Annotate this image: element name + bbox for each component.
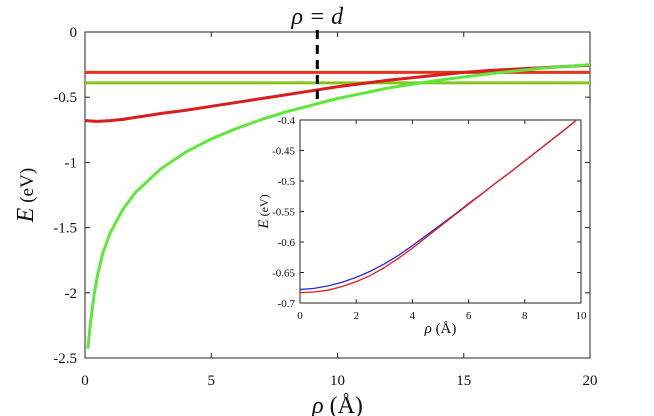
inset-y-tick-label: -0.65 xyxy=(272,268,295,280)
inset-y-tick-label: -0.45 xyxy=(272,146,295,158)
main-y-axis-label: E (eV) xyxy=(13,168,39,224)
inset-x-tick-label: 10 xyxy=(576,310,588,322)
main-y-tick-label: -1.5 xyxy=(53,221,77,237)
main-x-axis-label: ρ (Å) xyxy=(311,393,363,416)
main-x-tick-label: 10 xyxy=(330,373,345,389)
main-series-group xyxy=(85,63,590,350)
main-y-tick-label: -2 xyxy=(65,286,78,302)
main-y-tick-label: -1 xyxy=(65,155,78,171)
inset-x-tick-label: 8 xyxy=(522,310,528,322)
inset-x-tick-label: 6 xyxy=(466,310,472,322)
inset-chart: 0 2 4 6 8 10 -0.4 -0.45 -0.5 -0.55 -0.6 -0.65 -0.7 ρ … xyxy=(256,115,587,337)
main-y-tick-label: -2.5 xyxy=(53,351,77,367)
inset-y-tick-label: -0.55 xyxy=(272,207,295,219)
main-y-tick-label: -0.5 xyxy=(53,90,77,106)
main-y-tick-label: 0 xyxy=(70,25,78,41)
inset-x-tick-label: 2 xyxy=(353,310,359,322)
main-x-tick-label: 15 xyxy=(456,373,471,389)
inset-x-tick-label: 4 xyxy=(410,310,416,322)
main-x-tick-label: 0 xyxy=(81,373,89,389)
main-series-line-4 xyxy=(86,63,590,350)
inset-plot-frame xyxy=(299,119,582,304)
inset-y-tick-label: -0.6 xyxy=(278,237,296,249)
main-x-tick-label: 20 xyxy=(583,373,598,389)
annotation-label: ρ = d xyxy=(290,4,344,30)
inset-x-axis-label: ρ (Å) xyxy=(424,321,457,337)
inset-x-tick-label: 0 xyxy=(297,310,303,322)
inset-series-group xyxy=(300,120,578,294)
annotation-group: ρ = d xyxy=(290,4,344,102)
inset-y-axis-label: E (eV) xyxy=(256,194,272,229)
inset-series-line-2 xyxy=(300,120,578,294)
inset-y-tick-label: -0.7 xyxy=(278,298,296,310)
inset-y-tick-label: -0.5 xyxy=(278,176,296,188)
inset-y-tick-label: -0.4 xyxy=(278,115,296,127)
main-series-line-3 xyxy=(85,63,590,123)
main-x-tick-label: 5 xyxy=(208,373,216,389)
